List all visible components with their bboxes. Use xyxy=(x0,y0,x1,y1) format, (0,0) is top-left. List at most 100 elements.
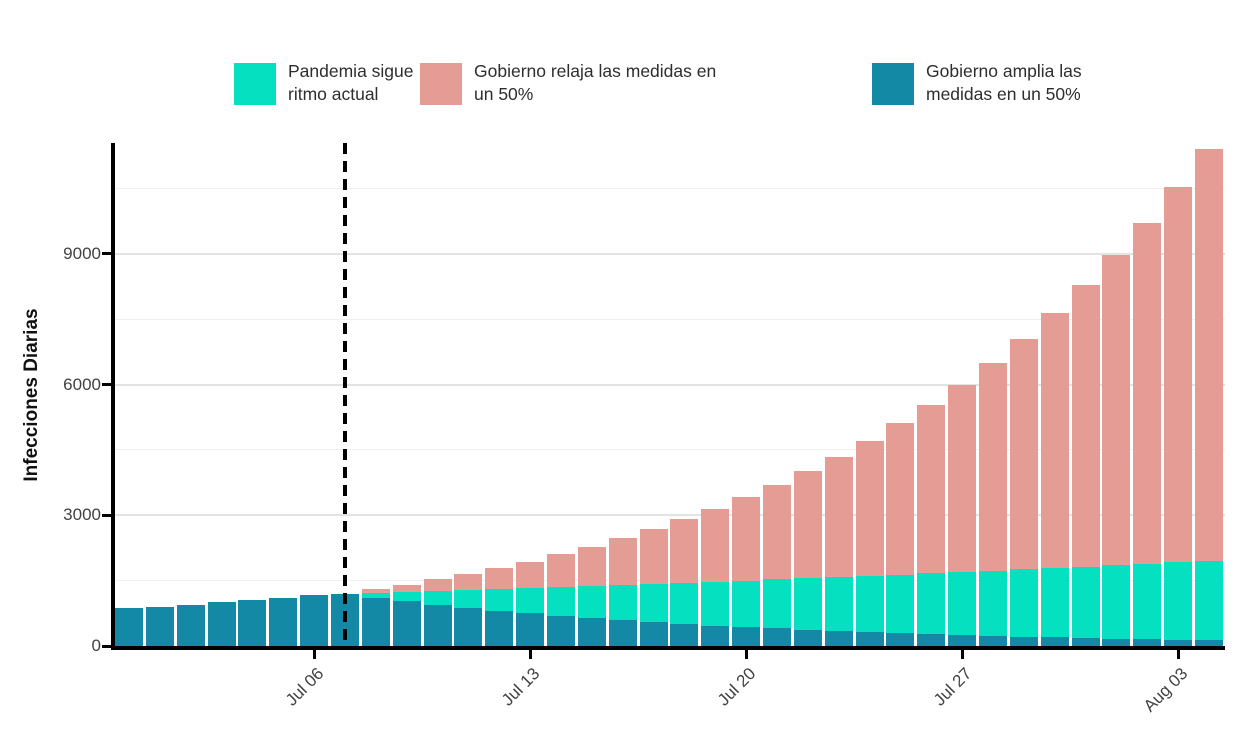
x-tick-label: Jul 06 xyxy=(282,664,328,710)
bar-segment-amplia xyxy=(1071,637,1100,646)
x-tick-mark xyxy=(1176,650,1180,659)
y-axis-line xyxy=(111,143,115,650)
bar-segment-amplia xyxy=(516,613,545,646)
bar-segment-amplia xyxy=(577,617,606,646)
gridline-minor xyxy=(115,580,1225,582)
x-tick-label: Jul 13 xyxy=(498,664,544,710)
bar-segment-amplia xyxy=(948,635,977,646)
bar-segment-actual xyxy=(392,591,421,602)
bar-segment-amplia xyxy=(793,629,822,646)
y-tick-label: 3000 xyxy=(63,505,101,525)
bar-segment-relaja xyxy=(1102,255,1131,566)
bar-segment-actual xyxy=(732,580,761,628)
bar-segment-amplia xyxy=(423,604,452,646)
x-axis-line xyxy=(111,646,1225,650)
bar-segment-amplia xyxy=(1194,640,1223,646)
y-tick-mark xyxy=(102,644,111,648)
bar-segment-relaja xyxy=(546,554,575,587)
bar-segment-relaja xyxy=(762,484,791,580)
bar-segment-relaja xyxy=(948,384,977,572)
bar-segment-amplia xyxy=(1164,639,1193,646)
bar-segment-relaja xyxy=(1194,148,1223,562)
x-tick-mark xyxy=(528,650,532,659)
bar-segment-amplia xyxy=(1009,636,1038,646)
bar-segment-amplia xyxy=(176,604,205,646)
bar-segment-relaja xyxy=(485,568,514,589)
forecast-start-dashed-line xyxy=(342,143,347,648)
bar-segment-actual xyxy=(948,571,977,636)
x-tick-label: Jul 20 xyxy=(714,664,760,710)
bar-segment-relaja xyxy=(670,519,699,583)
bar-segment-actual xyxy=(1133,564,1162,640)
y-tick-mark xyxy=(102,252,111,256)
x-tick-label: Aug 03 xyxy=(1140,664,1192,716)
gridline-major xyxy=(115,252,1225,255)
bar-segment-amplia xyxy=(762,628,791,646)
bar-segment-relaja xyxy=(824,456,853,578)
gridline-minor xyxy=(115,188,1225,190)
gridline-minor xyxy=(115,449,1225,451)
bar-segment-relaja xyxy=(978,362,1007,571)
bar-segment-actual xyxy=(1194,561,1223,641)
bar-segment-actual xyxy=(546,586,575,616)
bar-segment-relaja xyxy=(423,579,452,592)
legend-swatch-ritmo-actual xyxy=(234,63,276,105)
bar-segment-actual xyxy=(917,573,946,634)
bar-segment-amplia xyxy=(917,634,946,646)
bar-segment-actual xyxy=(1164,562,1193,640)
bar-segment-actual xyxy=(855,575,884,633)
bar-segment-relaja xyxy=(608,537,637,585)
bar-segment-amplia xyxy=(1102,638,1131,646)
gridline-major xyxy=(115,514,1225,517)
bar-segment-actual xyxy=(423,591,452,605)
bar-segment-actual xyxy=(454,589,483,608)
bar-segment-amplia xyxy=(670,623,699,646)
bar-segment-amplia xyxy=(546,615,575,646)
bar-segment-amplia xyxy=(207,602,236,646)
bar-segment-actual xyxy=(577,585,606,618)
bar-segment-relaja xyxy=(917,404,946,574)
x-tick-label: Jul 27 xyxy=(930,664,976,710)
bar-segment-relaja xyxy=(1164,186,1193,563)
bar-segment-actual xyxy=(1071,566,1100,638)
bar-segment-amplia xyxy=(701,625,730,646)
bar-segment-relaja xyxy=(516,561,545,589)
x-tick-mark xyxy=(312,650,316,659)
bar-segment-relaja xyxy=(1071,285,1100,567)
bar-segment-relaja xyxy=(886,423,915,575)
legend-label-relaja-medidas: Gobierno relaja las medidas en un 50% xyxy=(474,61,717,104)
bar-segment-amplia xyxy=(978,635,1007,646)
bar-segment-actual xyxy=(824,577,853,631)
bar-segment-amplia xyxy=(392,601,421,646)
bar-segment-amplia xyxy=(485,610,514,646)
y-tick-mark xyxy=(102,383,111,387)
bar-segment-relaja xyxy=(577,546,606,586)
bar-segment-actual xyxy=(1040,568,1069,638)
bar-segment-amplia xyxy=(238,599,267,646)
y-tick-label: 6000 xyxy=(63,374,101,394)
bar-segment-relaja xyxy=(701,508,730,582)
bar-segment-amplia xyxy=(454,607,483,646)
bar-segment-actual xyxy=(485,588,514,611)
bar-segment-actual xyxy=(793,578,822,630)
bar-segment-actual xyxy=(639,583,668,623)
bar-segment-amplia xyxy=(855,632,884,646)
bar-segment-amplia xyxy=(1133,639,1162,646)
bar-segment-relaja xyxy=(855,440,884,576)
bar-segment-amplia xyxy=(824,630,853,646)
gridline-major xyxy=(115,383,1225,386)
bar-segment-actual xyxy=(361,592,390,598)
bar-segment-relaja xyxy=(392,584,421,592)
bar-segment-actual xyxy=(701,581,730,626)
bar-segment-relaja xyxy=(361,589,390,593)
legend-swatch-relaja-medidas xyxy=(420,63,462,105)
legend-swatch-amplia-medidas xyxy=(872,63,914,105)
bar-segment-actual xyxy=(608,585,637,621)
gridline-minor xyxy=(115,318,1225,320)
bar-segment-actual xyxy=(762,579,791,629)
bar-segment-amplia xyxy=(145,607,174,646)
bar-segment-relaja xyxy=(1133,222,1162,565)
bar-segment-actual xyxy=(1009,569,1038,637)
bar-segment-relaja xyxy=(1040,313,1069,569)
